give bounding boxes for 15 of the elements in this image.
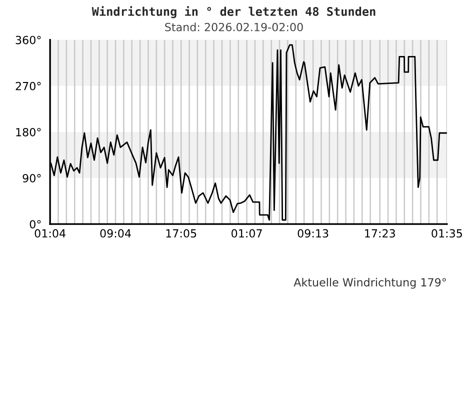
x-tick-label: 01:35 — [432, 229, 462, 238]
y-tick-label: 0° — [30, 220, 41, 228]
x-tick-label: 01:07 — [232, 229, 262, 238]
y-tick-label: 180° — [16, 128, 41, 136]
x-tick-label: 09:13 — [298, 229, 328, 238]
x-tick-label: 09:04 — [100, 229, 131, 238]
x-tick-label: 17:23 — [365, 229, 395, 238]
x-tick-label: 01:04 — [34, 229, 66, 238]
y-tick-label: 90° — [22, 174, 41, 182]
chart-subtitle: Stand: 2026.02.19-02:00 — [165, 22, 303, 32]
y-tick-label: 270° — [16, 82, 41, 90]
x-tick-label: 17:05 — [166, 229, 196, 238]
text: Aktuelle Windrichtung 179° — [294, 278, 446, 289]
y-tick-label: 360° — [16, 36, 41, 44]
chart-title: Windrichtung in ° der letzten 48 Stunden — [92, 6, 376, 18]
